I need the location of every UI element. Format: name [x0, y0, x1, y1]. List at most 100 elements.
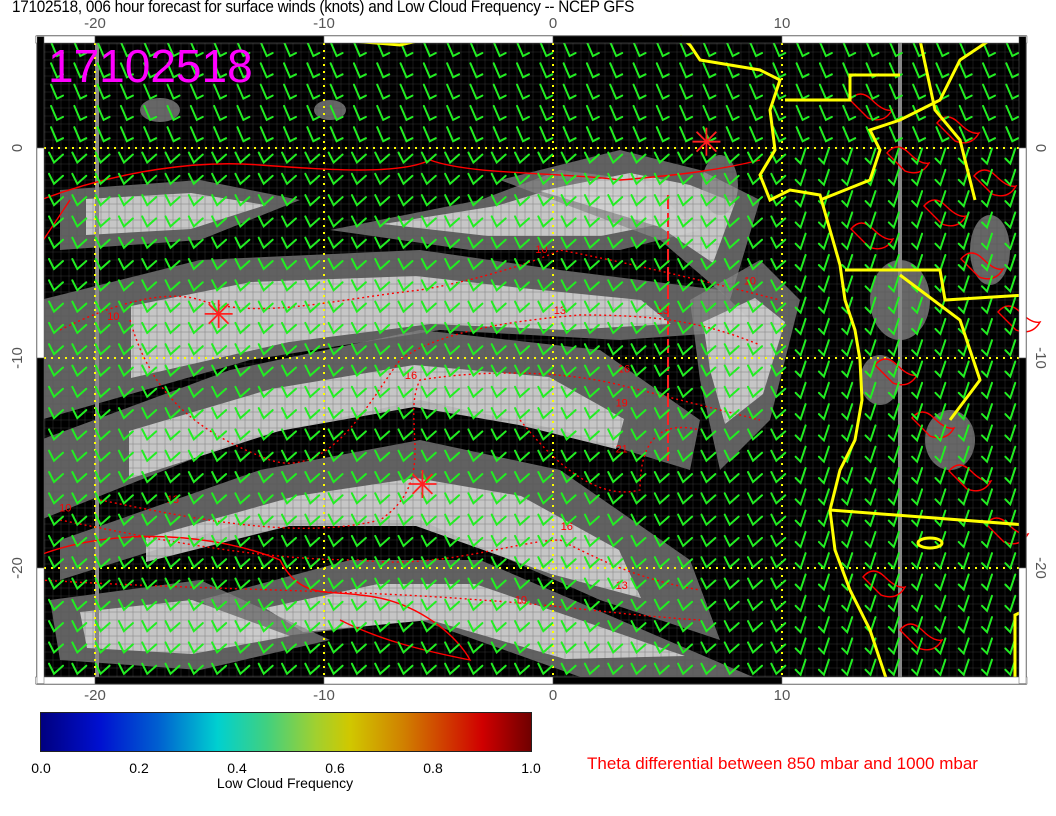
wind-barb [94, 662, 111, 676]
wind-barb [981, 381, 993, 400]
wind-barb [607, 258, 624, 271]
cloud-blob [314, 100, 346, 120]
wind-barb [772, 41, 787, 58]
wind-barb [281, 300, 297, 314]
wind-barb [48, 620, 64, 633]
wind-barb [211, 641, 228, 655]
wind-barb [607, 385, 624, 399]
wind-barb [630, 279, 647, 292]
wind-barb [281, 641, 297, 655]
wind-barb [48, 172, 64, 186]
wind-barb [725, 104, 740, 122]
wind-barb [48, 449, 64, 463]
wind-barb [73, 104, 88, 122]
wind-barb [700, 385, 717, 399]
wind-barb [560, 236, 577, 250]
wind-barb [653, 513, 670, 527]
wind-barb [583, 215, 600, 229]
wind-barb [283, 62, 297, 79]
wind-barb [982, 41, 996, 58]
wind-barb [236, 104, 251, 122]
wind-barb [141, 471, 158, 484]
wind-barb [281, 620, 297, 633]
wind-barb [397, 364, 414, 378]
wind-barb [117, 598, 134, 612]
wind-barb [141, 236, 158, 250]
wind-barb [957, 147, 970, 166]
wind-barb [143, 41, 158, 58]
wind-barb [911, 424, 924, 443]
wind-barb [747, 577, 763, 591]
wind-barb [48, 151, 64, 165]
wind-barb [213, 41, 228, 58]
wind-barb [48, 534, 64, 548]
wind-barb [444, 449, 461, 463]
wind-barb [957, 552, 970, 571]
wind-barb [537, 641, 554, 655]
wind-barb [187, 343, 204, 356]
wind-barb [537, 620, 554, 633]
wind-barb [374, 577, 391, 591]
wind-barb [630, 449, 647, 463]
wind-barb [514, 407, 530, 420]
plot-title: 17102518, 006 hour forecast for surface … [12, 0, 635, 16]
wind-barb [141, 556, 158, 569]
lon-tick-label: 10 [774, 15, 791, 32]
wind-barb [817, 403, 830, 421]
wind-barb [304, 556, 321, 569]
wind-barb [187, 556, 204, 569]
frame-segment [1018, 147, 1027, 359]
wind-barb [981, 296, 993, 315]
wind-barb [887, 168, 900, 187]
wind-barb [141, 300, 158, 314]
wind-barb [117, 215, 134, 229]
wind-barb [957, 658, 970, 677]
wind-barb [283, 104, 297, 122]
wind-barb [211, 577, 228, 591]
wind-barb [420, 407, 437, 420]
wind-barb [141, 215, 158, 229]
wind-barb [560, 662, 577, 676]
wind-barb [211, 258, 228, 271]
wind-barb [304, 407, 321, 420]
contour-terrain [862, 570, 907, 598]
wind-barb [306, 104, 321, 122]
wind-barb [420, 662, 437, 676]
wind-barb [677, 662, 694, 676]
wind-barb [492, 104, 507, 122]
wind-barb [422, 104, 437, 122]
wind-barb [304, 471, 321, 484]
asterisk-marker [408, 470, 437, 498]
wind-barb [350, 577, 367, 591]
wind-barb [1005, 83, 1020, 100]
wind-barb [747, 662, 763, 676]
wind-barb [327, 343, 344, 356]
wind-barb [865, 41, 880, 58]
wind-barb [48, 364, 64, 378]
wind-barb [259, 126, 274, 143]
wind-barb [514, 385, 530, 399]
wind-barb [817, 381, 830, 400]
wind-barb [749, 41, 763, 58]
wind-barb [48, 662, 64, 676]
wind-barb [490, 641, 507, 655]
wind-barb [71, 449, 88, 463]
wind-barb [48, 556, 64, 569]
wind-barb [632, 62, 647, 79]
wind-barb [747, 534, 763, 548]
wind-barb [607, 236, 624, 250]
wind-barb [583, 577, 600, 591]
wind-barb [864, 317, 877, 336]
wind-barb [700, 300, 717, 314]
wind-barb [211, 407, 228, 420]
wind-barb [911, 296, 924, 315]
wind-barb [304, 428, 321, 442]
wind-barb [841, 637, 854, 656]
wind-barb [469, 104, 484, 122]
lat-tick-label: -20 [1032, 557, 1049, 579]
wind-barb [420, 279, 437, 292]
wind-barb [397, 513, 414, 527]
wind-barb [71, 641, 88, 655]
wind-barb [327, 385, 344, 399]
wind-barb [350, 321, 367, 335]
